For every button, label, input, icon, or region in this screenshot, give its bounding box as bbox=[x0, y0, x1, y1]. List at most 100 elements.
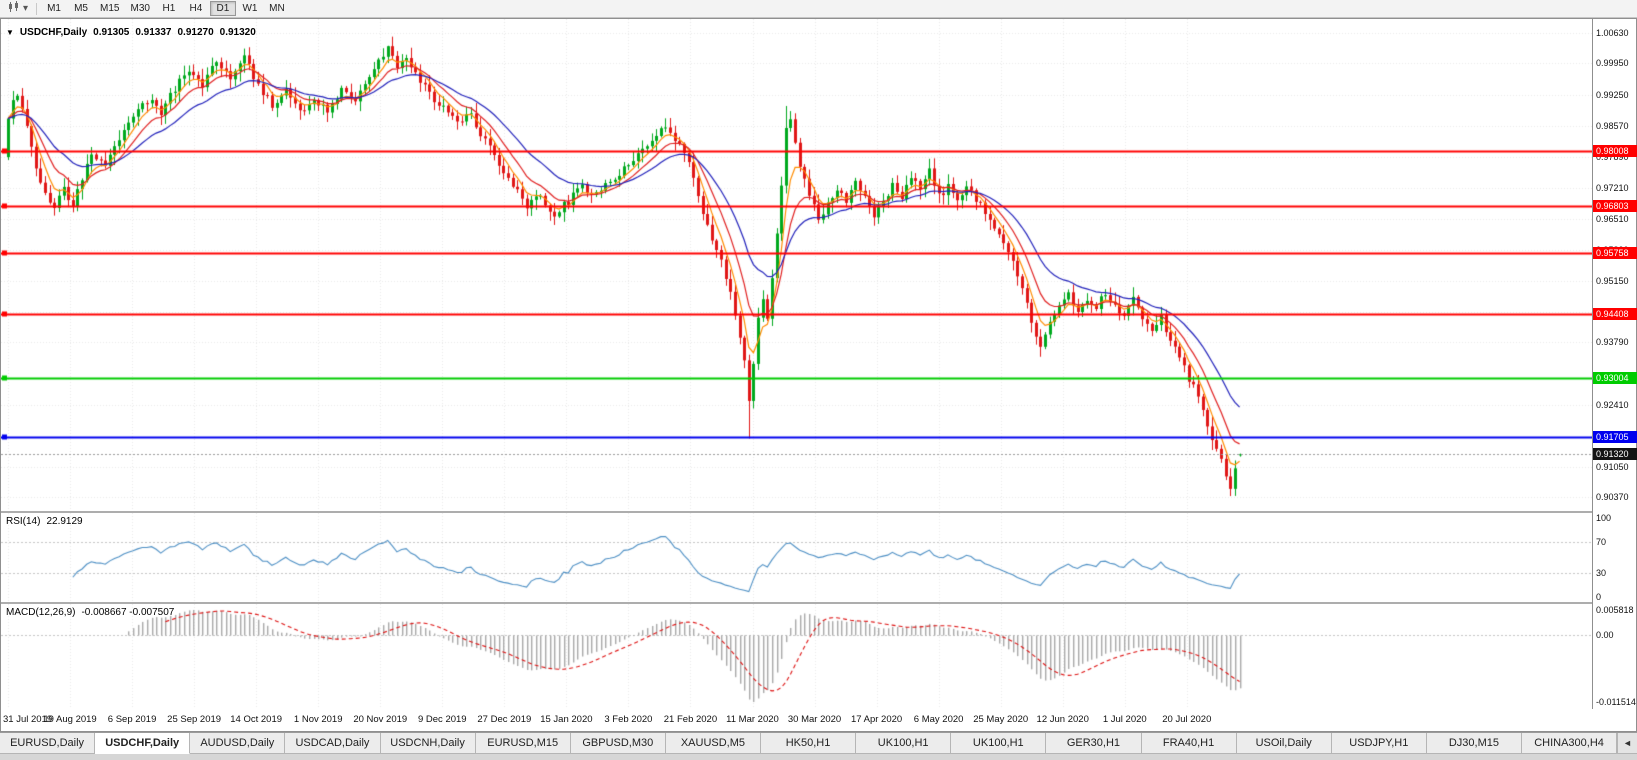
timeframe-toolbar: ▾ M1 M5 M15 M30 H1 H4 D1 W1 MN bbox=[0, 0, 1637, 18]
chart-tab-xauusd-m5[interactable]: XAUUSD,M5 bbox=[665, 733, 761, 754]
timeframe-button-d1[interactable]: D1 bbox=[209, 1, 236, 16]
hline-price-badge: 0.96803 bbox=[1593, 199, 1637, 212]
chart-tab-usdjpy-h1[interactable]: USDJPY,H1 bbox=[1331, 733, 1427, 754]
price-axis-tick: 0.98570 bbox=[1596, 120, 1629, 131]
timeframe-button-mn[interactable]: MN bbox=[269, 3, 285, 14]
date-axis-label: 1 Jul 2020 bbox=[1102, 714, 1147, 725]
price-axis-tick: 0.90370 bbox=[1596, 492, 1629, 503]
price-axis-tick: 0.96510 bbox=[1596, 214, 1629, 225]
pane-resize-separator[interactable] bbox=[1, 511, 1636, 513]
dropdown-caret-icon: ▾ bbox=[23, 3, 29, 14]
chart-tab-dj30-m15[interactable]: DJ30,M15 bbox=[1426, 733, 1522, 754]
price-axis-tick: 0.91050 bbox=[1596, 461, 1629, 472]
main-price-chart-canvas[interactable] bbox=[1, 19, 1592, 511]
chart-tab-uk100-h1[interactable]: UK100,H1 bbox=[856, 733, 952, 754]
date-axis-label: 9 Dec 2019 bbox=[417, 714, 467, 725]
chart-tab-uk100-h1[interactable]: UK100,H1 bbox=[951, 733, 1047, 754]
chart-tab-gbpusd-m30[interactable]: GBPUSD,M30 bbox=[570, 733, 666, 754]
rsi-axis-label: 70 bbox=[1596, 536, 1607, 547]
rsi-axis-label: 30 bbox=[1596, 568, 1607, 579]
chart-tool-button[interactable]: ▾ bbox=[4, 1, 32, 17]
date-axis-label: 3 Feb 2020 bbox=[604, 714, 653, 725]
price-axis-tick: 0.99950 bbox=[1596, 58, 1629, 69]
timeframe-buttons-group: M1 M5 M15 M30 H1 H4 D1 W1 MN bbox=[41, 1, 291, 16]
macd-axis-zero: 0.00 bbox=[1596, 629, 1614, 640]
chart-tab-usdcnh-daily[interactable]: USDCNH,Daily bbox=[380, 733, 476, 754]
macd-indicator-label: MACD(12,26,9) -0.008667 -0.007507 bbox=[6, 607, 174, 618]
date-axis-label: 15 Jan 2020 bbox=[540, 714, 593, 725]
window-tab-bar: EURUSD,Daily USDCHF,Daily AUDUSD,Daily USDC… bbox=[0, 732, 1637, 760]
date-axis-label: 6 Sep 2019 bbox=[107, 714, 157, 725]
macd-name: MACD(12,26,9) bbox=[6, 607, 76, 618]
high-value: 0.91337 bbox=[135, 27, 172, 38]
rsi-axis-label: 0 bbox=[1596, 592, 1602, 602]
date-axis[interactable]: 31 Jul 2019 19 Aug 2019 6 Sep 2019 25 Sep 2… bbox=[1, 709, 1592, 731]
date-axis-label: 27 Dec 2019 bbox=[477, 714, 532, 725]
rsi-indicator-label: RSI(14) 22.9129 bbox=[6, 516, 83, 527]
chart-tab-china300-h4[interactable]: CHINA300,H4 bbox=[1522, 733, 1618, 754]
hline-price-badge: 0.93004 bbox=[1593, 372, 1637, 385]
chart-tab-eurusd-daily[interactable]: EURUSD,Daily bbox=[0, 733, 96, 754]
candlestick-chart-icon bbox=[8, 1, 21, 16]
macd-indicator-canvas[interactable] bbox=[1, 604, 1592, 709]
rsi-axis-label: 100 bbox=[1596, 513, 1612, 523]
price-axis-tick: 0.95150 bbox=[1596, 275, 1629, 286]
chart-tab-ger30-h1[interactable]: GER30,H1 bbox=[1046, 733, 1142, 754]
price-axis-tick: 0.92410 bbox=[1596, 399, 1629, 410]
timeframe-button-h1[interactable]: H1 bbox=[162, 3, 176, 14]
timeframe-button-m30[interactable]: M30 bbox=[130, 3, 150, 14]
timeframe-button-h4[interactable]: H4 bbox=[189, 3, 203, 14]
date-axis-label: 20 Nov 2019 bbox=[353, 714, 408, 725]
date-axis-label: 14 Oct 2019 bbox=[230, 714, 283, 725]
date-axis-label: 25 Sep 2019 bbox=[167, 714, 222, 725]
date-axis-label: 20 Jul 2020 bbox=[1162, 714, 1212, 725]
chart-tab-usdcad-daily[interactable]: USDCAD,Daily bbox=[285, 733, 381, 754]
price-axis-tick: 1.00630 bbox=[1596, 27, 1629, 38]
date-axis-label: 12 Jun 2020 bbox=[1036, 714, 1089, 725]
chart-tab-usdchf-daily[interactable]: USDCHF,Daily bbox=[95, 733, 191, 754]
date-axis-label: 25 May 2020 bbox=[973, 714, 1029, 725]
date-axis-label: 17 Apr 2020 bbox=[850, 714, 903, 725]
rsi-indicator-canvas[interactable] bbox=[1, 513, 1592, 602]
chart-tab-eurusd-m15[interactable]: EURUSD,M15 bbox=[475, 733, 571, 754]
tab-scroll-left-button[interactable]: ◄ bbox=[1617, 733, 1637, 754]
hline-price-badge: 0.98008 bbox=[1593, 145, 1637, 158]
chart-window: 1.006300.999500.992500.985700.978900.972… bbox=[0, 18, 1637, 732]
macd-values: -0.008667 -0.007507 bbox=[81, 607, 175, 618]
bid-price-badge: 0.91320 bbox=[1593, 448, 1637, 461]
date-axis-label: 30 Mar 2020 bbox=[787, 714, 842, 725]
timeframe-button-w1[interactable]: W1 bbox=[242, 3, 258, 14]
chart-tab-usoil-daily[interactable]: USOil,Daily bbox=[1236, 733, 1332, 754]
chart-tab-audusd-daily[interactable]: AUDUSD,Daily bbox=[190, 733, 286, 754]
close-value: 0.91320 bbox=[219, 27, 256, 38]
date-axis-label: 6 May 2020 bbox=[913, 714, 964, 725]
price-axis-tick: 0.99250 bbox=[1596, 90, 1629, 101]
rsi-value: 22.9129 bbox=[46, 516, 83, 527]
date-axis-label: 1 Nov 2019 bbox=[293, 714, 343, 725]
date-axis-label: 11 Mar 2020 bbox=[726, 714, 779, 725]
pane-resize-separator[interactable] bbox=[1, 602, 1636, 604]
ohlc-dropdown-icon[interactable]: ▼ bbox=[6, 28, 14, 37]
macd-axis-min: -0.011514 bbox=[1596, 697, 1636, 707]
date-axis-label: 19 Aug 2019 bbox=[43, 714, 97, 725]
price-axis[interactable]: 1.006300.999500.992500.985700.978900.972… bbox=[1592, 19, 1637, 709]
symbol-ohlc-info: ▼ USDCHF,Daily 0.91305 0.91337 0.91270 0… bbox=[6, 27, 256, 39]
symbol-name: USDCHF,Daily bbox=[19, 27, 88, 38]
hline-price-badge: 0.94408 bbox=[1593, 308, 1637, 321]
hline-price-badge: 0.95758 bbox=[1593, 247, 1637, 260]
hline-price-badge: 0.91705 bbox=[1593, 430, 1637, 443]
chart-tab-hk50-h1[interactable]: HK50,H1 bbox=[761, 733, 857, 754]
macd-axis-max: 0.005818 bbox=[1596, 605, 1634, 615]
low-value: 0.91270 bbox=[177, 27, 214, 38]
timeframe-button-m5[interactable]: M5 bbox=[74, 3, 88, 14]
price-axis-tick: 0.93790 bbox=[1596, 337, 1629, 348]
chart-tab-fra40-h1[interactable]: FRA40,H1 bbox=[1141, 733, 1237, 754]
date-axis-label: 31 Jul 2019 bbox=[3, 714, 53, 725]
timeframe-button-m15[interactable]: M15 bbox=[100, 3, 120, 14]
chart-tabs: EURUSD,Daily USDCHF,Daily AUDUSD,Daily USDC… bbox=[0, 733, 1618, 754]
date-axis-label: 21 Feb 2020 bbox=[663, 714, 718, 725]
timeframe-button-m1[interactable]: M1 bbox=[47, 3, 61, 14]
price-axis-tick: 0.97210 bbox=[1596, 182, 1629, 193]
open-value: 0.91305 bbox=[93, 27, 130, 38]
